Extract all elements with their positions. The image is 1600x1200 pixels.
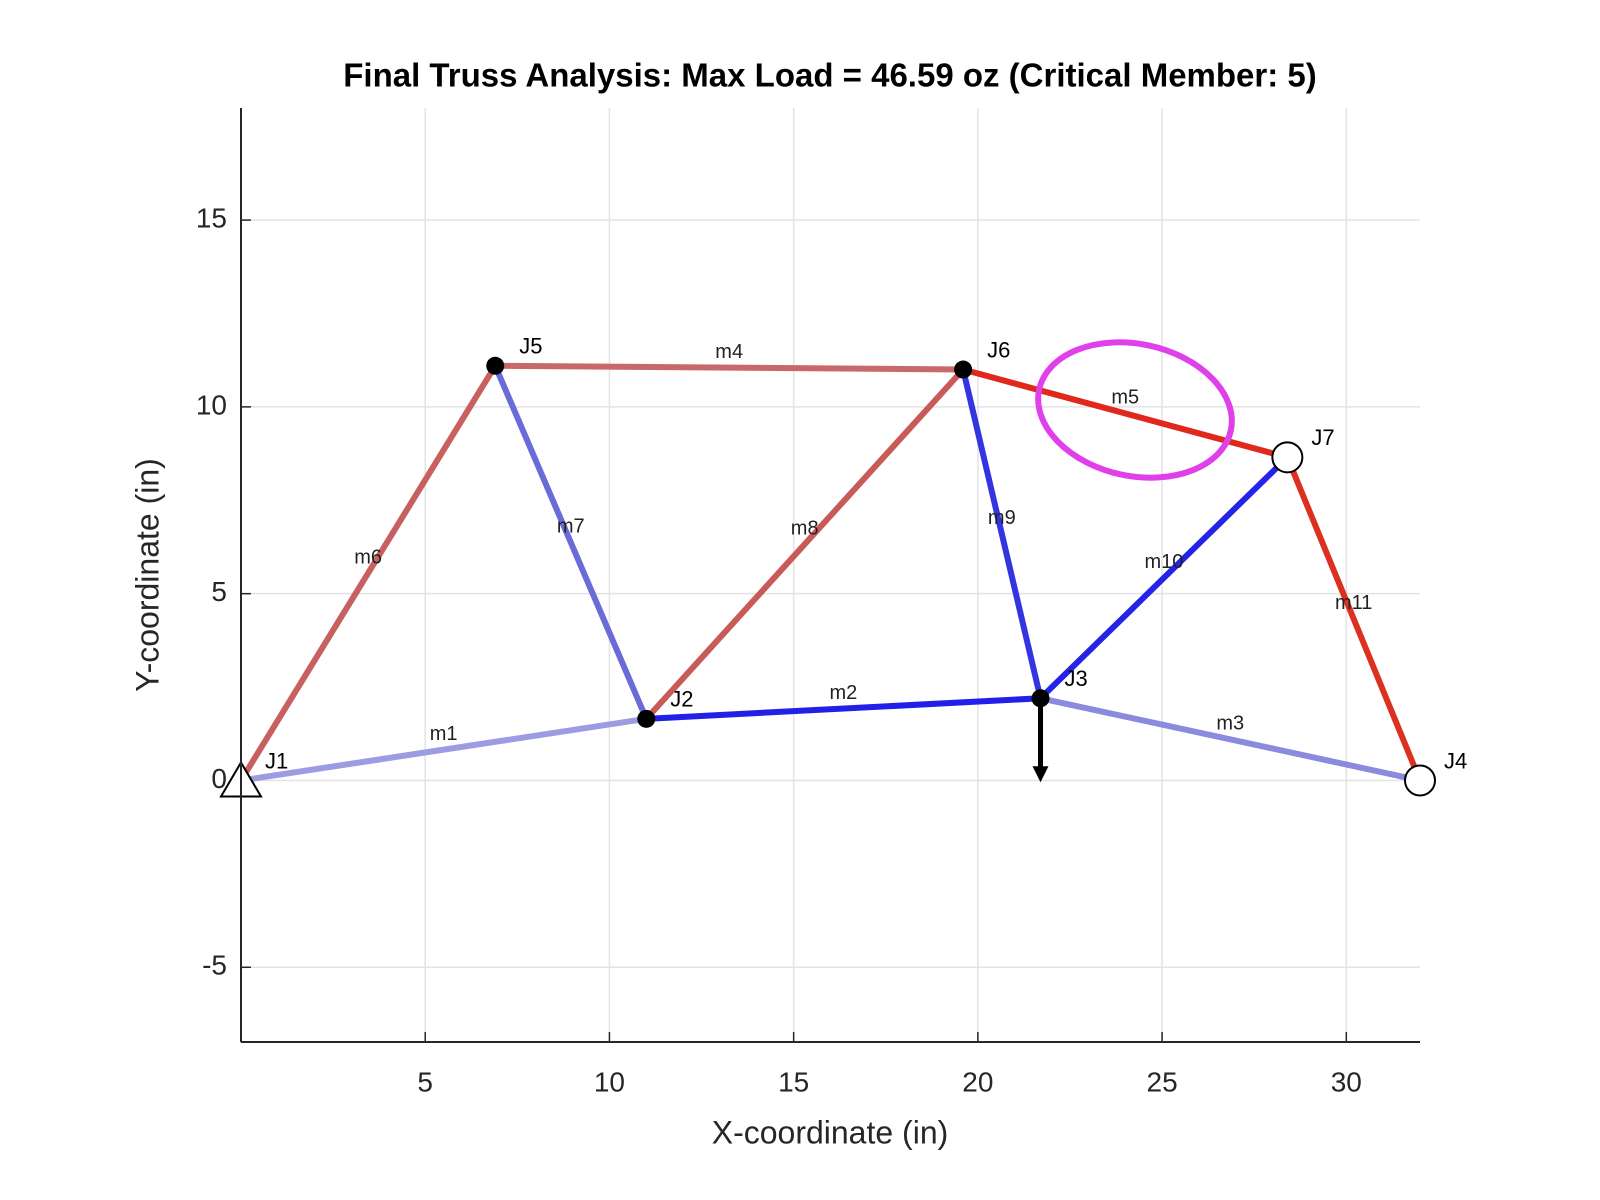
- members: m1 m2 m3 m4 m5 m6 m7 m8 m9 m10 m11: [238, 341, 1423, 784]
- joint-label: J1: [265, 748, 288, 773]
- joint-label: J6: [987, 337, 1010, 362]
- member-label: m10: [1144, 551, 1183, 573]
- y-tick-label: 10: [196, 389, 227, 420]
- member: [492, 364, 650, 721]
- member-label: m7: [557, 516, 585, 538]
- member-label: m9: [988, 507, 1016, 529]
- x-tick-label: 25: [1147, 1066, 1178, 1097]
- joint: [486, 356, 505, 375]
- x-axis-label: X-coordinate (in): [712, 1114, 949, 1150]
- grid: 5 10 15 20 25 30 -5 0 5 10 15: [196, 108, 1420, 1097]
- member-label: m8: [791, 517, 819, 539]
- chart-title: Final Truss Analysis: Max Load = 46.59 o…: [343, 57, 1317, 94]
- member-label: m4: [715, 341, 743, 363]
- member-label: m11: [1335, 592, 1372, 614]
- joint: [637, 709, 656, 728]
- joints: J1 J2 J3 J4 J5 J6 J7: [219, 334, 1467, 798]
- x-tick-label: 10: [594, 1066, 625, 1097]
- member: [1038, 455, 1290, 701]
- critical-member-highlight: [1035, 339, 1235, 481]
- joint-label: J7: [1311, 425, 1334, 450]
- member: [962, 366, 1289, 461]
- joint-label: J5: [519, 334, 542, 359]
- y-tick-label: -5: [202, 950, 227, 981]
- member: [1039, 695, 1421, 784]
- load-arrow-head: [1032, 766, 1049, 783]
- joint-label: J3: [1065, 666, 1088, 691]
- y-tick-label: 15: [196, 202, 227, 233]
- member: [644, 367, 966, 721]
- member: [646, 695, 1041, 722]
- joint: [954, 360, 973, 379]
- x-tick-label: 20: [962, 1066, 993, 1097]
- y-axis-label: Y-coordinate (in): [129, 458, 165, 692]
- member-label: m1: [430, 723, 458, 745]
- joint-label: J4: [1444, 748, 1467, 773]
- joint-label: J2: [670, 687, 693, 712]
- member-label: m3: [1216, 713, 1244, 735]
- x-tick-label: 30: [1331, 1066, 1362, 1097]
- member: [238, 364, 498, 783]
- member: [495, 362, 964, 373]
- roller-support: [1271, 441, 1304, 474]
- x-tick-label: 5: [417, 1066, 433, 1097]
- member-label: m6: [354, 546, 382, 568]
- member: [240, 715, 647, 784]
- y-tick-label: 0: [211, 763, 227, 794]
- member: [960, 368, 1044, 699]
- y-tick-label: 5: [211, 576, 227, 607]
- member: [1284, 456, 1423, 782]
- x-tick-label: 15: [778, 1066, 809, 1097]
- roller-support: [1404, 764, 1436, 797]
- member-label: m5: [1111, 387, 1139, 409]
- member-label: m2: [829, 682, 857, 704]
